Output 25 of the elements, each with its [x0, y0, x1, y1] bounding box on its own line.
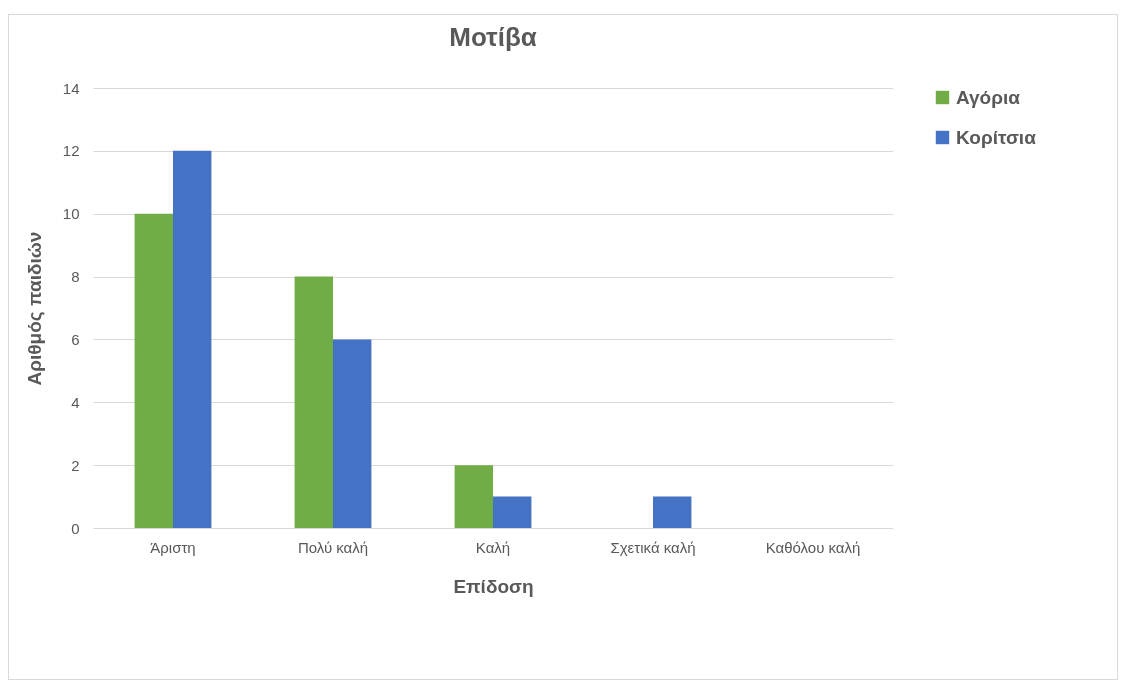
- y-tick-label: 6: [71, 330, 80, 348]
- bar: [454, 465, 493, 528]
- x-tick-label: Καλή: [475, 538, 511, 556]
- y-tick-label: 10: [62, 205, 80, 223]
- y-tick-label: 12: [62, 142, 80, 160]
- y-tick-label: 4: [71, 393, 80, 411]
- bar: [294, 276, 333, 528]
- bar: [653, 496, 692, 528]
- x-tick-label: Πολύ καλή: [297, 538, 369, 556]
- chart-title: Μοτίβα: [449, 22, 537, 52]
- bar: [493, 496, 532, 528]
- bar: [333, 339, 372, 528]
- x-tick-label: Καθόλου καλή: [765, 538, 861, 556]
- y-tick-label: 14: [62, 79, 80, 97]
- y-tick-label: 0: [71, 519, 80, 537]
- y-tick-label: 2: [71, 456, 80, 474]
- bar: [173, 150, 212, 528]
- y-axis-title: Αριθμός παιδιών: [23, 231, 45, 386]
- x-tick-label: Σχετικά καλή: [610, 538, 696, 556]
- x-axis-title: Επίδοση: [453, 575, 534, 597]
- legend-label: Κορίτσια: [956, 126, 1037, 148]
- x-tick-label: Άριστη: [150, 538, 196, 556]
- bar: [134, 213, 173, 528]
- legend-label: Αγόρια: [956, 86, 1021, 108]
- y-tick-label: 8: [71, 268, 80, 286]
